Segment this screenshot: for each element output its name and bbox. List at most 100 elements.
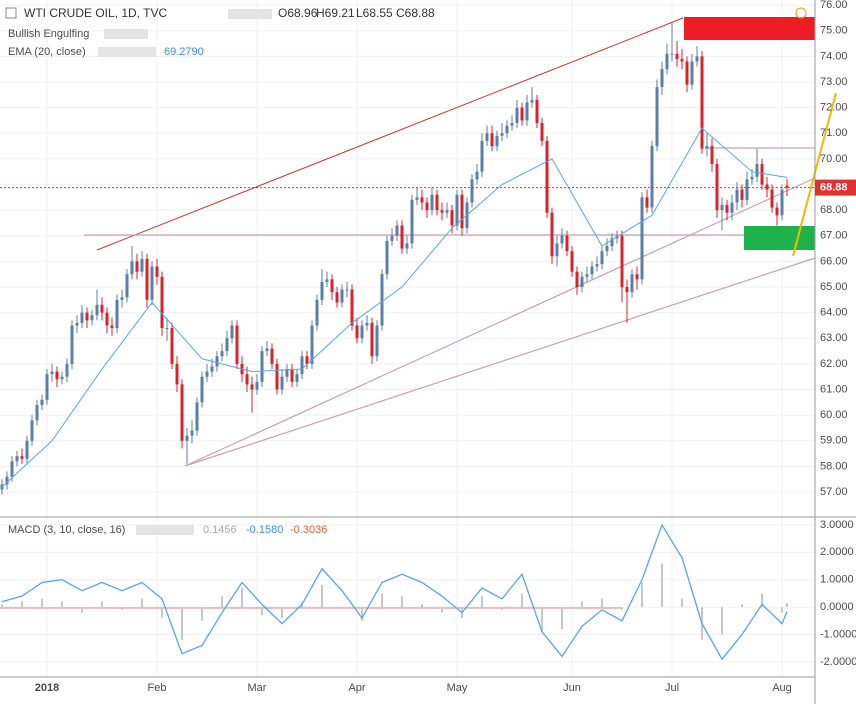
candle-body (285, 369, 289, 377)
candle-body (80, 312, 84, 323)
candle-body (70, 325, 74, 364)
collapse-icon[interactable] (5, 7, 17, 19)
macd-value: 0.1456 (203, 524, 237, 536)
y-tick-label: 75.00 (820, 25, 848, 37)
candle-body (660, 69, 664, 88)
candle-body (55, 371, 59, 380)
candle-body (535, 99, 539, 124)
y-tick-label: 61.00 (820, 383, 848, 395)
ohlc-low: L68.55 (356, 6, 393, 20)
indicator-name: Bullish Engulfing (8, 28, 89, 40)
candle-body (50, 371, 54, 375)
candle-body (515, 107, 519, 124)
candle-body (270, 348, 274, 364)
candle-body (150, 266, 154, 300)
candle-body (715, 164, 719, 211)
alert-icon[interactable] (795, 7, 807, 19)
candle-body (585, 274, 589, 277)
candle-body (685, 61, 689, 85)
candle-body (505, 125, 509, 134)
candle-body (420, 197, 424, 203)
candle-body (575, 271, 579, 288)
y-tick-label: 70.00 (820, 153, 848, 165)
symbol-title: WTI CRUDE OIL, 1D, TVC (24, 6, 167, 20)
candle-body (305, 356, 309, 364)
candle-body (440, 210, 444, 213)
candle-body (375, 325, 379, 357)
candle-body (455, 194, 459, 226)
x-tick-label: Jun (563, 682, 581, 694)
candle-body (140, 258, 144, 272)
candle-body (290, 369, 294, 382)
candle-body (625, 287, 629, 293)
candle-body (5, 476, 9, 485)
candle-body (475, 171, 479, 180)
y-tick-label: 3.0000 (820, 519, 854, 531)
candle-body (730, 202, 734, 213)
candle-body (645, 197, 649, 208)
candle-body (190, 430, 194, 436)
candle-body (785, 185, 789, 188)
y-tick-label: 62.00 (820, 358, 848, 370)
candle-body (245, 374, 249, 385)
candle-body (610, 238, 614, 247)
candle-body (520, 107, 524, 121)
candle-body (235, 325, 239, 364)
ema-line (1, 127, 788, 488)
candle-body (360, 325, 364, 339)
trendline (184, 177, 816, 467)
candle-body (320, 281, 324, 300)
candle-body (180, 384, 184, 441)
candle-body (495, 135, 499, 147)
candle-body (430, 194, 434, 211)
y-tick-label: 72.00 (820, 102, 848, 114)
y-tick-label: 68.00 (820, 204, 848, 216)
y-tick-label: 60.00 (820, 409, 848, 421)
candle-body (450, 210, 454, 226)
candle-body (0, 484, 4, 490)
candle-body (710, 146, 714, 165)
candle-body (485, 133, 489, 141)
macd-value: -0.3036 (290, 524, 327, 536)
candle-body (740, 189, 744, 200)
candle-body (405, 243, 409, 249)
y-tick-label: 1.0000 (820, 574, 854, 586)
candle-body (45, 374, 49, 400)
candle-body (765, 184, 769, 190)
candle-body (605, 246, 609, 252)
candle-body (700, 56, 704, 149)
x-tick-label: Jul (665, 682, 679, 694)
header-buttons[interactable] (228, 9, 272, 19)
candle-body (780, 189, 784, 216)
indicator-buttons[interactable] (104, 29, 148, 39)
candle-body (510, 123, 514, 126)
candle-body (760, 164, 764, 185)
indicator-buttons[interactable] (98, 47, 156, 57)
candle-body (665, 53, 669, 70)
candle-body (770, 189, 774, 208)
candle-body (260, 351, 264, 382)
y-tick-label: 73.00 (820, 76, 848, 88)
candle-body (40, 399, 44, 405)
candle-body (300, 356, 304, 375)
candle-body (635, 274, 639, 280)
indicator-name: EMA (20, close) (8, 46, 86, 58)
candle-body (415, 197, 419, 200)
marks (0, 23, 815, 661)
candle-body (755, 164, 759, 177)
y-tick-label: 63.00 (820, 332, 848, 344)
candle-body (160, 276, 164, 329)
candle-body (775, 207, 779, 216)
indicator-buttons[interactable] (136, 525, 194, 535)
candle-body (20, 456, 24, 459)
candle-body (10, 461, 14, 477)
candle-body (175, 363, 179, 385)
y-tick-label: 66.00 (820, 255, 848, 267)
candle-body (600, 251, 604, 264)
candle-body (560, 235, 564, 244)
candle-body (705, 146, 709, 149)
candle-body (410, 199, 414, 244)
candle-body (125, 274, 129, 298)
candle-body (370, 322, 374, 357)
